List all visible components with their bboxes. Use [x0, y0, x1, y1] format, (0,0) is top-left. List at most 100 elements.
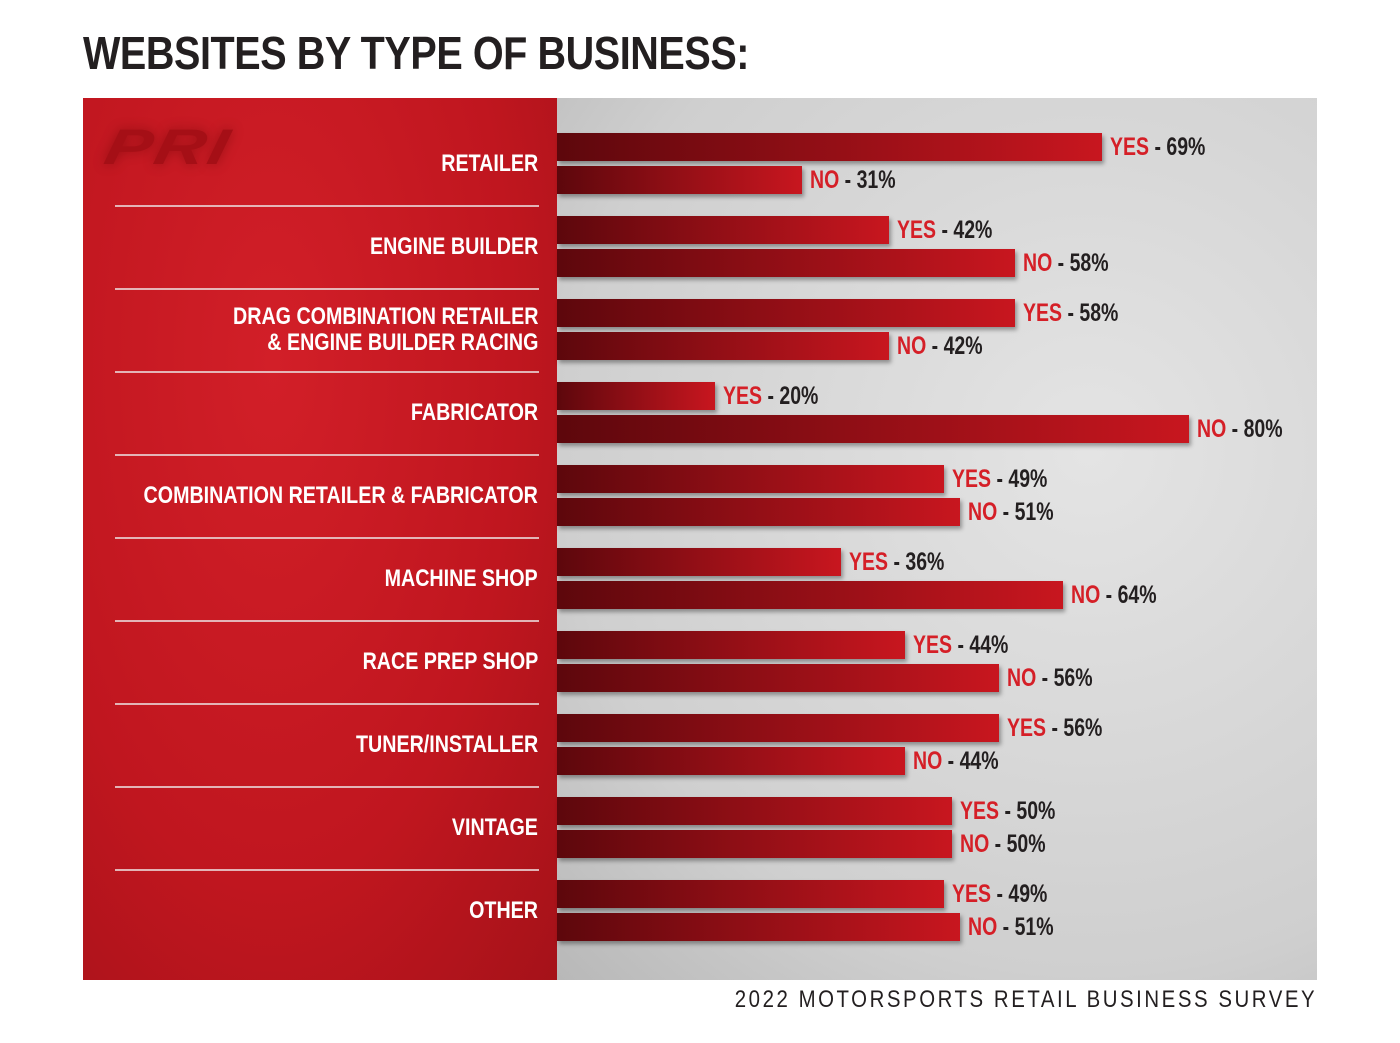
bar-no — [557, 415, 1189, 443]
bar-yes — [557, 714, 1000, 742]
bar-yes — [557, 465, 945, 493]
data-label: NO - 58% — [1023, 249, 1109, 277]
data-label: YES - 49% — [952, 465, 1047, 493]
data-label: NO - 44% — [913, 747, 999, 775]
category-label-line: OTHER — [469, 897, 538, 924]
category-label: FABRICATOR — [411, 400, 538, 426]
series-name: YES — [952, 880, 992, 908]
series-name: YES — [952, 465, 992, 493]
bar-no — [557, 747, 905, 775]
data-label: NO - 64% — [1071, 581, 1157, 609]
category-label: MACHINE SHOP — [385, 566, 538, 592]
series-name: YES — [723, 382, 763, 410]
series-name: NO — [967, 913, 998, 941]
value-text: - 50% — [999, 797, 1056, 825]
category-label: ENGINE BUILDER — [370, 234, 538, 260]
bar-yes — [557, 133, 1103, 161]
series-name: NO — [967, 498, 998, 526]
data-label: NO - 80% — [1197, 415, 1283, 443]
category-divider — [115, 786, 539, 788]
bar-no — [557, 913, 960, 941]
data-label: YES - 36% — [849, 548, 944, 576]
category-divider — [115, 537, 539, 539]
bar-yes — [557, 631, 905, 659]
category-panel — [83, 98, 557, 980]
value-text: - 42% — [935, 216, 993, 244]
category-label-line: DRAG COMBINATION RETAILER — [232, 303, 538, 330]
series-name: YES — [896, 216, 936, 244]
value-text: - 56% — [1036, 664, 1094, 692]
category-divider — [115, 288, 539, 290]
category-label-line: ENGINE BUILDER — [369, 233, 538, 260]
bar-no — [557, 332, 889, 360]
category-label-line: & ENGINE BUILDER RACING — [266, 329, 538, 356]
bar-yes — [557, 797, 952, 825]
value-text: - 44% — [951, 631, 1008, 659]
series-name: YES — [912, 631, 952, 659]
series-name: NO — [960, 830, 990, 858]
data-label: NO - 31% — [810, 166, 896, 194]
bar-no — [557, 664, 1000, 692]
data-label: NO - 56% — [1007, 664, 1093, 692]
bar-no — [557, 498, 960, 526]
value-text: - 51% — [997, 498, 1054, 526]
series-name: YES — [1110, 133, 1150, 161]
category-label: DRAG COMBINATION RETAILER & ENGINE BUILDE… — [233, 304, 538, 356]
bar-yes — [557, 382, 715, 410]
category-label-line: TUNER/INSTALLER — [355, 731, 538, 758]
series-name: NO — [809, 166, 840, 194]
category-label-line: MACHINE SHOP — [384, 565, 538, 592]
bar-no — [557, 166, 802, 194]
series-name: YES — [1007, 714, 1047, 742]
category-divider — [115, 371, 539, 373]
data-label: YES - 20% — [723, 382, 818, 410]
bar-no — [557, 249, 1016, 277]
value-text: - 51% — [997, 913, 1054, 941]
chart-title: WEBSITES BY TYPE OF BUSINESS: — [83, 27, 750, 79]
value-text: - 20% — [762, 382, 819, 410]
series-name: NO — [1023, 249, 1053, 277]
data-label: YES - 69% — [1110, 133, 1205, 161]
category-label: RETAILER — [441, 151, 538, 177]
value-text: - 50% — [989, 830, 1046, 858]
data-label: YES - 56% — [1007, 714, 1102, 742]
category-label: OTHER — [469, 898, 538, 924]
data-label: YES - 42% — [897, 216, 992, 244]
series-name: NO — [912, 747, 942, 775]
value-text: - 36% — [888, 548, 945, 576]
value-text: - 44% — [941, 747, 999, 775]
bar-yes — [557, 880, 945, 908]
value-text: - 56% — [1046, 714, 1103, 742]
series-name: YES — [849, 548, 889, 576]
data-label: YES - 58% — [1023, 299, 1118, 327]
bar-yes — [557, 548, 842, 576]
category-label: COMBINATION RETAILER & FABRICATOR — [144, 483, 538, 509]
category-label: RACE PREP SHOP — [362, 649, 538, 675]
category-label-line: RACE PREP SHOP — [362, 648, 538, 675]
category-label-line: VINTAGE — [451, 814, 538, 841]
category-label: VINTAGE — [452, 815, 538, 841]
category-divider — [115, 205, 539, 207]
value-text: - 42% — [926, 332, 983, 360]
bar-yes — [557, 299, 1016, 327]
value-text: - 80% — [1226, 415, 1283, 443]
category-divider — [115, 620, 539, 622]
category-label-line: RETAILER — [441, 150, 538, 177]
series-name: NO — [1197, 415, 1227, 443]
source-footer: 2022 MOTORSPORTS RETAIL BUSINESS SURVEY — [734, 986, 1317, 1013]
data-label: NO - 51% — [968, 913, 1054, 941]
pri-logo: PRI — [99, 119, 237, 175]
value-text: - 69% — [1149, 133, 1206, 161]
series-name: NO — [896, 332, 927, 360]
category-label: TUNER/INSTALLER — [356, 732, 538, 758]
bar-no — [557, 830, 952, 858]
value-text: - 58% — [1052, 249, 1109, 277]
bar-yes — [557, 216, 889, 244]
data-label: YES - 49% — [952, 880, 1047, 908]
value-text: - 49% — [991, 465, 1048, 493]
data-label: YES - 44% — [913, 631, 1008, 659]
category-divider — [115, 454, 539, 456]
data-label: NO - 42% — [897, 332, 983, 360]
value-text: - 31% — [839, 166, 896, 194]
series-name: YES — [1023, 299, 1063, 327]
